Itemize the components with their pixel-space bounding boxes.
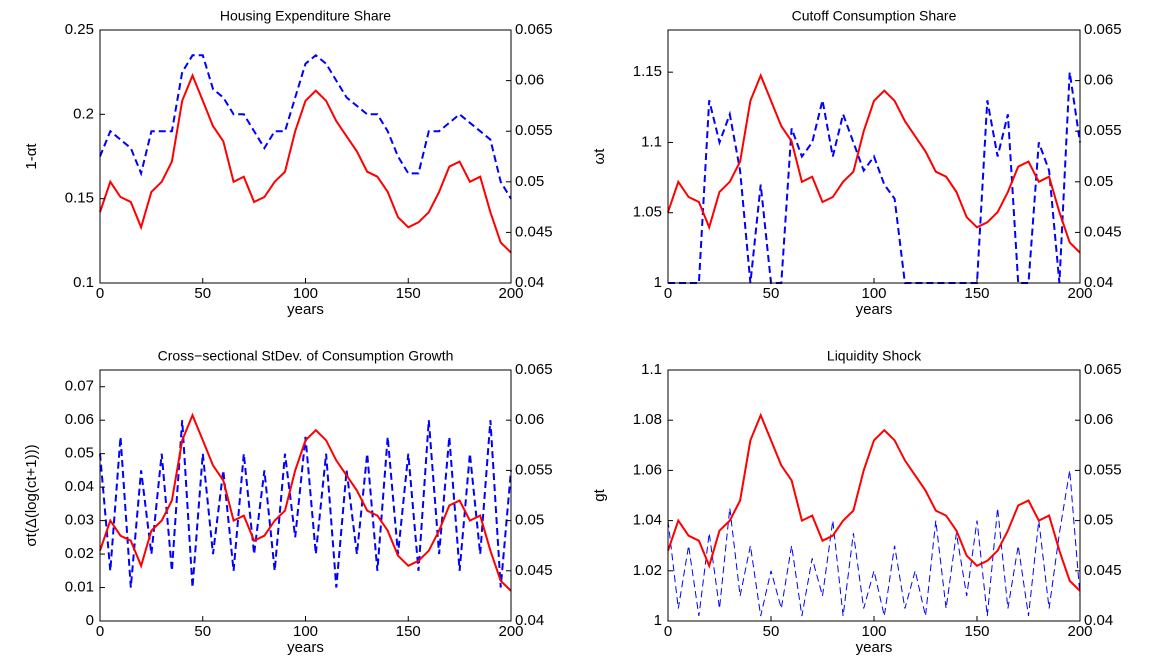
- y-tick-label: 1.1: [641, 133, 662, 150]
- y-tick-label: 0.1: [73, 274, 94, 291]
- y2-tick-label: 0.055: [1084, 122, 1122, 139]
- chart-title: Cross−sectional StDev. of Consumption Gr…: [158, 348, 454, 364]
- y-tick-label: 1.06: [633, 461, 662, 478]
- x-tick-label: 100: [861, 623, 886, 640]
- y-tick-label: 0.03: [65, 512, 94, 529]
- y2-tick-label: 0.05: [1084, 173, 1113, 190]
- chart-title: Liquidity Shock: [827, 348, 922, 364]
- y2-tick-label: 0.045: [1084, 562, 1122, 579]
- y2-tick-label: 0.04: [515, 612, 544, 629]
- y-tick-label: 0.25: [65, 21, 94, 38]
- x-tick-label: 200: [1067, 623, 1092, 640]
- x-tick-label: 50: [763, 623, 780, 640]
- x-axis-label: years: [287, 301, 324, 318]
- y2-tick-label: 0.055: [515, 461, 553, 478]
- y2-tick-label: 0.065: [515, 361, 553, 378]
- y-tick-label: 1.15: [633, 63, 662, 80]
- y-tick-label: 0.02: [65, 545, 94, 562]
- chart-title: Housing Expenditure Share: [220, 8, 391, 24]
- y-tick-label: 0.07: [65, 378, 94, 395]
- x-tick-label: 150: [964, 623, 989, 640]
- x-tick-label: 200: [1067, 285, 1092, 302]
- x-tick-label: 200: [498, 623, 523, 640]
- x-tick-label: 150: [396, 623, 421, 640]
- data-line: [667, 72, 1081, 254]
- y2-tick-label: 0.055: [515, 122, 553, 139]
- data-line: [667, 470, 1081, 617]
- y-axis-label: 1-αt: [23, 143, 40, 170]
- x-tick-label: 0: [664, 285, 672, 302]
- y-tick-label: 1.05: [633, 204, 662, 221]
- x-tick-label: 0: [96, 285, 104, 302]
- x-tick-label: 100: [293, 623, 318, 640]
- y2-tick-label: 0.05: [1084, 512, 1113, 529]
- x-axis-label: years: [856, 639, 893, 656]
- y2-tick-label: 0.045: [1084, 223, 1122, 240]
- y2-tick-label: 0.065: [1084, 21, 1122, 38]
- y-tick-label: 0.2: [73, 105, 94, 122]
- y2-tick-label: 0.045: [515, 562, 553, 579]
- y2-tick-label: 0.055: [1084, 461, 1122, 478]
- y2-tick-label: 0.04: [1084, 612, 1113, 629]
- x-tick-label: 100: [293, 285, 318, 302]
- y2-tick-label: 0.06: [1084, 411, 1113, 428]
- x-tick-label: 50: [194, 623, 211, 640]
- y-tick-label: 0.04: [65, 478, 94, 495]
- x-axis-label: years: [856, 301, 893, 318]
- axes-frame: [99, 29, 512, 284]
- x-tick-label: 150: [396, 285, 421, 302]
- axes-frame: [99, 369, 512, 622]
- y2-tick-label: 0.065: [1084, 361, 1122, 378]
- y2-tick-label: 0.045: [515, 223, 553, 240]
- y-tick-label: 1: [654, 612, 662, 629]
- chart-title: Cutoff Consumption Share: [792, 8, 957, 24]
- y-axis-label: gt: [591, 488, 608, 501]
- y2-tick-label: 0.06: [515, 72, 544, 89]
- y-axis-label: ωt: [591, 148, 608, 165]
- y-tick-label: 0.15: [65, 190, 94, 207]
- y-tick-label: 0.06: [65, 411, 94, 428]
- x-tick-label: 100: [861, 285, 886, 302]
- x-tick-label: 50: [194, 285, 211, 302]
- y2-tick-label: 0.04: [1084, 274, 1113, 291]
- y2-tick-label: 0.06: [1084, 72, 1113, 89]
- data-line: [99, 420, 512, 588]
- y2-tick-label: 0.06: [515, 411, 544, 428]
- data-line: [667, 412, 1081, 592]
- x-tick-label: 0: [664, 623, 672, 640]
- y-tick-label: 0: [86, 612, 94, 629]
- data-line: [99, 54, 512, 200]
- y-axis-label: σt(Δ(log(ct+1))): [23, 444, 40, 546]
- data-line: [99, 72, 512, 254]
- y-tick-label: 1.02: [633, 562, 662, 579]
- y-tick-label: 1: [654, 274, 662, 291]
- x-tick-label: 50: [763, 285, 780, 302]
- axes-frame: [667, 369, 1081, 622]
- y-tick-label: 0.01: [65, 579, 94, 596]
- y-tick-label: 1.1: [641, 361, 662, 378]
- y-tick-label: 1.04: [633, 512, 662, 529]
- y2-tick-label: 0.065: [515, 21, 553, 38]
- y-tick-label: 0.05: [65, 445, 94, 462]
- y2-tick-label: 0.05: [515, 173, 544, 190]
- data-line: [99, 412, 512, 592]
- x-axis-label: years: [287, 639, 324, 656]
- y2-tick-label: 0.05: [515, 512, 544, 529]
- y2-tick-label: 0.04: [515, 274, 544, 291]
- x-tick-label: 150: [964, 285, 989, 302]
- x-tick-label: 200: [498, 285, 523, 302]
- data-line: [668, 72, 1081, 284]
- y-tick-label: 1.08: [633, 411, 662, 428]
- x-tick-label: 0: [96, 623, 104, 640]
